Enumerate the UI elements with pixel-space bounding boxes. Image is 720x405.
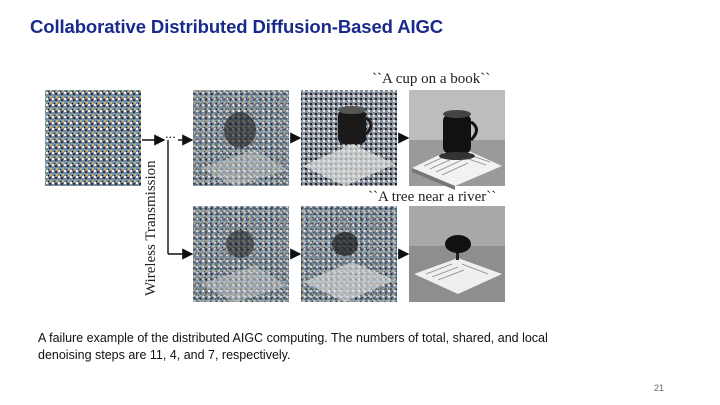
bottom-final-image: [409, 206, 505, 302]
prompt-cup-on-book: ``A cup on a book``: [372, 71, 491, 87]
page-number: 21: [653, 383, 664, 393]
bottom-step1-image: [193, 206, 289, 302]
top-step2-image: [301, 90, 397, 186]
top-step1-image: [193, 90, 289, 186]
prompt-tree-near-river: ``A tree near a river``: [368, 189, 497, 205]
noise-image: [45, 90, 141, 186]
wireless-transmission-label: Wireless Transmission: [143, 160, 159, 296]
bottom-step2-image: [301, 206, 397, 302]
ellipsis: ...: [165, 126, 176, 141]
top-final-image: [409, 90, 505, 190]
figure-caption: A failure example of the distributed AIG…: [38, 331, 548, 362]
figure-canvas: [45, 90, 505, 302]
diffusion-figure: ``A cup on a book`` ``A tree near a rive…: [40, 68, 520, 308]
slide-title: Collaborative Distributed Diffusion-Base…: [30, 16, 444, 37]
